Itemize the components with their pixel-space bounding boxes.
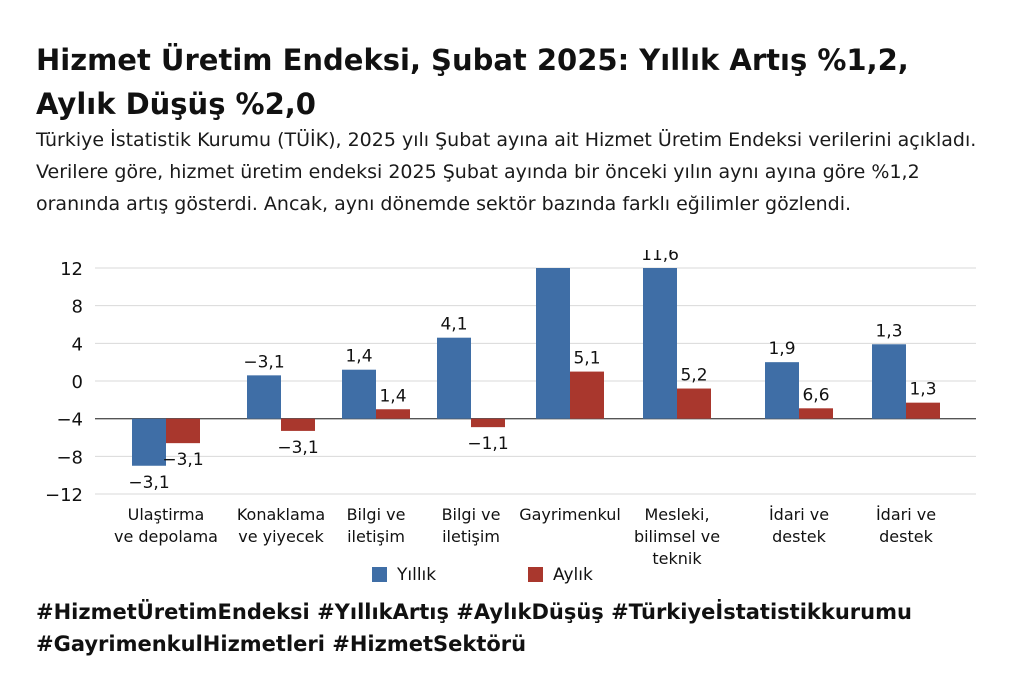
bar-aylik (281, 418, 315, 431)
bar-yillik (643, 268, 677, 419)
bar-aylik (166, 418, 200, 444)
y-tick-label: 0 (72, 372, 83, 393)
data-label: 1,4 (379, 386, 406, 406)
y-tick-label: 12 (60, 259, 83, 280)
y-axis-ticks: 12 8 4 0 −4 −8 −12 (45, 259, 83, 506)
data-label: 5,1 (573, 349, 600, 369)
category-label: Bilgi ve iletişim (442, 505, 501, 546)
category-label: İdari ve destek (876, 505, 936, 546)
bar-yillik (342, 369, 376, 419)
category-label: Bilgi ve iletişim (347, 505, 406, 546)
category-label: İdari ve destek (769, 505, 829, 546)
y-tick-label: −12 (45, 485, 83, 506)
hashtags: #HizmetÜretimEndeksi #YıllıkArtış #Aylık… (36, 600, 912, 656)
bar-aylik (906, 402, 940, 419)
bar-yillik (536, 268, 570, 419)
y-tick-label: −8 (56, 447, 83, 468)
grid-lines (95, 267, 976, 495)
bar-aylik (677, 388, 711, 419)
data-label: 5,2 (680, 366, 707, 386)
data-label: −1,1 (467, 434, 508, 454)
data-label: 4,1 (440, 315, 467, 335)
intro-paragraph: Türkiye İstatistik Kurumu (TÜİK), 2025 y… (36, 129, 977, 215)
data-labels: −3,1 −3,1 1,4 4,1 11,6 1,9 1,3 −3,1 −3,1 1,4 −1,1 5… (128, 250, 936, 493)
legend-label-aylik: Aylık (553, 565, 593, 585)
bar-aylik (799, 408, 833, 419)
data-label: 1,3 (875, 321, 902, 341)
legend-label-yillik: Yıllık (396, 565, 436, 585)
category-label: Mesleki, bilimsel ve teknik (634, 505, 720, 568)
bar-aylik (570, 371, 604, 419)
data-label: −3,1 (243, 352, 284, 372)
category-labels: Ulaştirma ve depolama Konaklama ve yiyecek B… (114, 505, 936, 568)
data-label: −3,1 (128, 473, 169, 493)
legend: Yıllık Aylık (372, 565, 593, 585)
data-label: 1,3 (909, 380, 936, 400)
bars (132, 268, 940, 466)
bar-yillik (132, 418, 166, 466)
bar-yillik (247, 375, 281, 419)
data-label: 11,6 (641, 250, 679, 265)
legend-swatch-aylik (528, 567, 543, 582)
legend-swatch-yillik (372, 567, 387, 582)
bar-yillik (872, 344, 906, 419)
y-tick-label: 8 (72, 297, 83, 318)
category-label: Ulaştirma ve depolama (114, 505, 218, 546)
bar-yillik (437, 337, 471, 419)
bar-aylik (471, 418, 505, 428)
page-title: Hizmet Üretim Endeksi, Şubat 2025: Yıllı… (36, 43, 909, 121)
data-label: 1,9 (768, 339, 795, 359)
data-label: −3,1 (162, 450, 203, 470)
bar-aylik (376, 409, 410, 419)
bar-yillik (765, 362, 799, 419)
category-label: Gayrimenkul (519, 505, 621, 524)
y-tick-label: 4 (72, 334, 83, 355)
data-label: 1,4 (345, 347, 372, 367)
data-label: 6,6 (802, 385, 829, 405)
data-label: −3,1 (277, 438, 318, 458)
y-tick-label: −4 (56, 410, 83, 431)
category-label: Konaklama ve yiyecek (237, 505, 325, 546)
